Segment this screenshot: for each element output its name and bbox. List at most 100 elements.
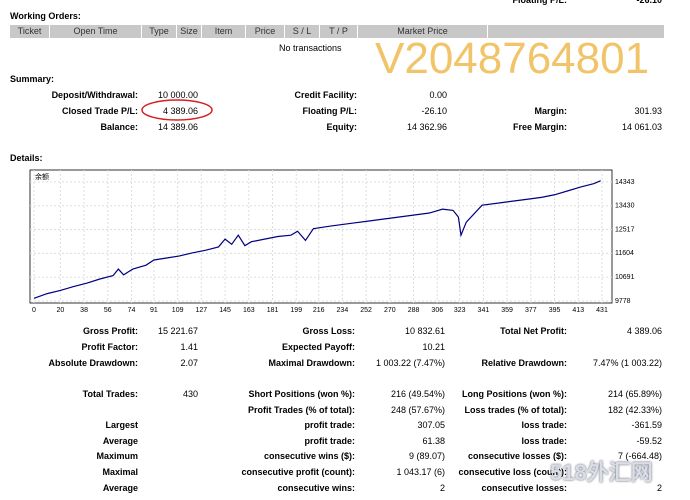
x-tick-label: 216 [313,307,325,314]
label: Deposit/Withdrawal: [51,90,138,100]
y-tick-label: 9778 [615,298,631,305]
label: Margin: [534,106,568,116]
value: 1.41 [180,342,198,352]
header-filler [488,25,665,38]
value: 430 [182,389,198,399]
y-tick-label: 11604 [615,250,634,257]
label: Equity: [326,122,358,132]
y-tick-label: 12517 [615,226,635,233]
x-tick-label: 341 [478,307,490,314]
label: Gross Loss: [302,326,355,336]
label: profit trade: [304,420,356,430]
label: consecutive wins ($): [263,451,355,461]
x-tick-label: 306 [431,307,443,314]
value: -26.10 [636,0,662,5]
value: 1 003.22 (7.47%) [375,358,445,368]
x-tick-label: 109 [172,307,184,314]
x-tick-label: 181 [267,307,279,314]
x-tick-label: 234 [337,307,349,314]
x-tick-label: 199 [290,307,302,314]
value: 248 (57.67%) [390,405,445,415]
column-header: Ticket [10,25,50,38]
value: 2 [656,483,662,493]
value: 9 (89.07) [408,451,445,461]
label: Floating P/L: [302,106,358,116]
value: 1 043.17 (6) [396,467,445,477]
x-tick-label: 0 [32,307,36,314]
value: -59.52 [636,436,662,446]
x-tick-label: 145 [219,307,231,314]
column-header: S / L [285,25,320,38]
value: 10 000.00 [157,90,198,100]
value: 14 362.96 [406,122,447,132]
section-title: Working Orders: [10,11,81,21]
site-watermark: 518外汇网 [550,460,653,485]
value: 216 (49.54%) [390,389,445,399]
label: consecutive wins: [277,483,355,493]
label: Balance: [100,122,138,132]
label: Free Margin: [512,122,567,132]
balance-line [33,180,601,299]
column-header: Size [177,25,202,38]
x-tick-label: 431 [596,307,608,314]
x-tick-label: 163 [243,307,255,314]
column-header: Item [202,25,246,38]
label: loss trade: [521,436,567,446]
label: Average [102,436,138,446]
empty-row: No transactions [279,43,342,53]
label: Closed Trade P/L: [61,106,138,116]
label: Credit Facility: [294,90,357,100]
value: 307.05 [417,420,445,430]
highlight-circle [141,99,213,121]
label: profit trade: [304,436,356,446]
value: 2.07 [180,358,198,368]
label: consecutive profit (count): [241,467,355,477]
legend-label: 余额 [35,172,49,181]
label: Total Net Profit: [500,326,567,336]
y-tick-label: 10691 [615,274,635,281]
label: Short Positions (won %): [248,389,356,399]
label: Profit Factor: [81,342,138,352]
label: Maximal [102,467,138,477]
label: Average [102,483,138,493]
column-header: T / P [320,25,358,38]
value: 2 [439,483,445,493]
value: 15 221.67 [157,326,198,336]
label: consecutive loss (count): [458,467,567,477]
section-title: Details: [10,153,43,163]
y-tick-label: 13430 [615,203,635,210]
value: 4 389.06 [162,106,198,116]
x-tick-label: 377 [525,307,537,314]
x-tick-label: 252 [360,307,372,314]
x-tick-label: 413 [572,307,584,314]
value: 10 832.61 [404,326,445,336]
label: Long Positions (won %): [462,389,567,399]
watermark: V2048764801 [375,34,650,83]
x-tick-label: 56 [104,307,112,314]
value: 0.00 [429,90,447,100]
value: 14 061.03 [621,122,662,132]
label: Maximal Drawdown: [268,358,355,368]
label: Profit Trades (% of total): [247,405,355,415]
value: 214 (65.89%) [607,389,662,399]
section-title: Summary: [10,74,55,84]
value: 182 (42.33%) [607,405,662,415]
column-header: Price [246,25,285,38]
x-tick-label: 270 [384,307,396,314]
column-header: Type [142,25,177,38]
chart-frame [29,169,613,304]
x-tick-label: 74 [128,307,136,314]
y-tick-label: 14343 [615,179,635,186]
label: Total Trades: [82,389,138,399]
value: 4 389.06 [626,326,662,336]
x-tick-label: 395 [549,307,561,314]
value: -26.10 [421,106,447,116]
column-header: Market Price [358,25,488,38]
label: consecutive losses: [481,483,567,493]
value: 7.47% (1 003.22) [592,358,662,368]
x-tick-label: 38 [80,307,88,314]
value: 61.38 [422,436,445,446]
label: consecutive losses ($): [467,451,567,461]
x-tick-label: 323 [454,307,466,314]
label: Gross Profit: [82,326,138,336]
